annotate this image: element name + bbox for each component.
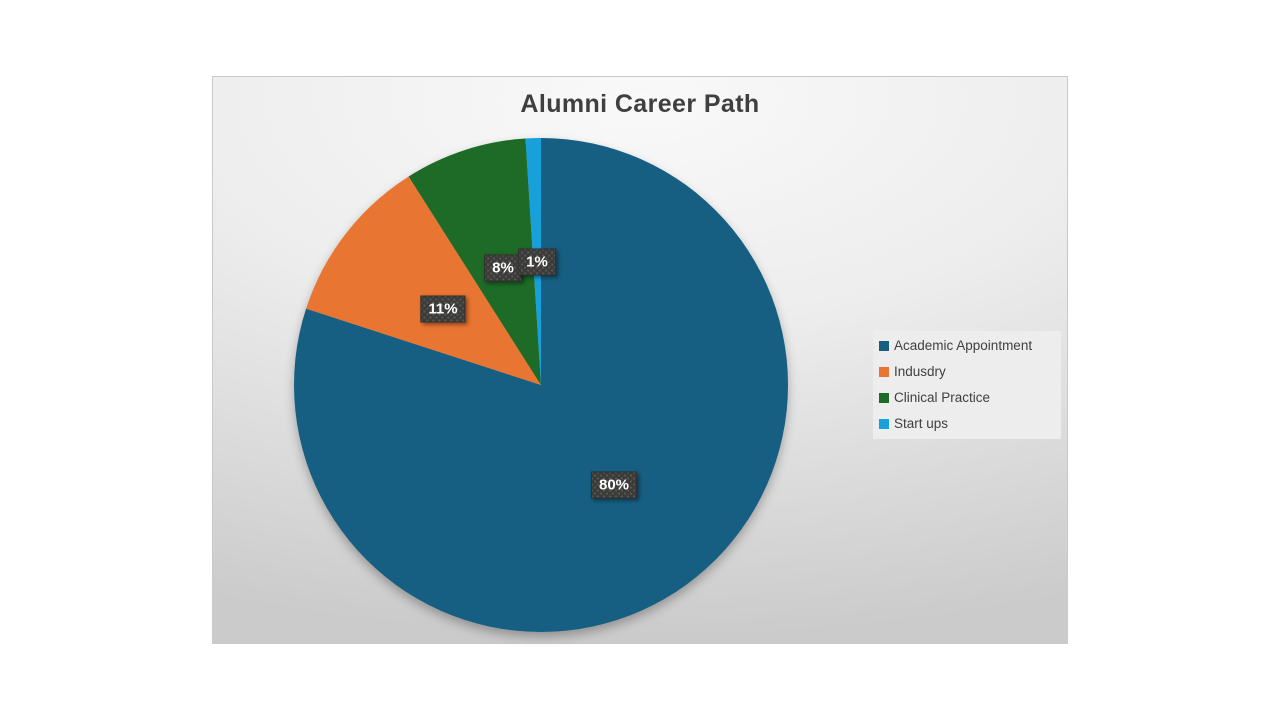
- pie-slice-indusdry[interactable]: [306, 176, 541, 385]
- legend-item-label: Academic Appointment: [894, 338, 1033, 354]
- chart-legend: Academic Appointment Indusdry Clinical Pra…: [873, 331, 1061, 439]
- pie-slice-academic-appointment[interactable]: [294, 138, 789, 632]
- legend-swatch-icon: [879, 393, 889, 403]
- legend-item-label: Start ups: [894, 416, 949, 432]
- legend-item-academic-appointment[interactable]: Academic Appointment: [873, 339, 1061, 353]
- chart-object[interactable]: Alumni Career Path 80% 11% 8% 1% Academic A…: [212, 76, 1068, 644]
- legend-item-clinical-practice[interactable]: Clinical Practice: [873, 391, 1061, 405]
- pie-chart-svg: [294, 138, 789, 632]
- legend-item-label: Clinical Practice: [894, 390, 991, 406]
- legend-item-indusdry[interactable]: Indusdry: [873, 365, 1061, 379]
- legend-item-start-ups[interactable]: Start ups: [873, 417, 1061, 431]
- legend-swatch-icon: [879, 419, 889, 429]
- chart-title: Alumni Career Path: [520, 90, 760, 118]
- legend-swatch-icon: [879, 367, 889, 377]
- pie-slice-clinical-practice[interactable]: [408, 138, 541, 385]
- legend-item-label: Indusdry: [894, 364, 946, 380]
- legend-swatch-icon: [879, 341, 889, 351]
